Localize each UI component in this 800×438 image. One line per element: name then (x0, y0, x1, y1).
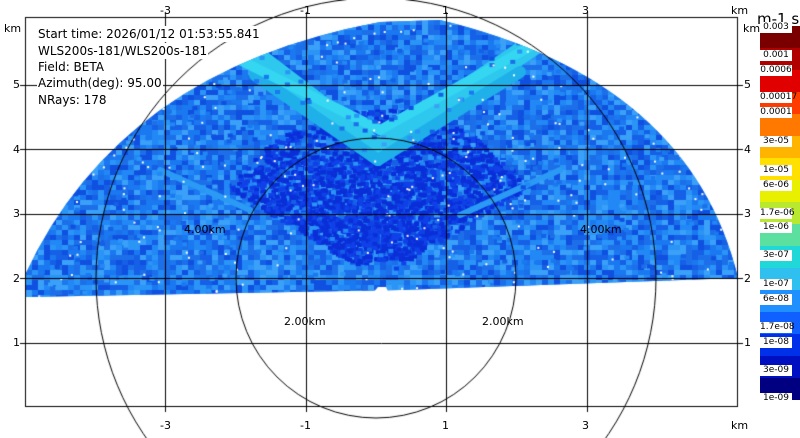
x-tick-bottom: 3 (582, 419, 589, 432)
ring-label-outer-right: 4.00km (580, 223, 622, 236)
colorbar-label: 3e-05 (760, 136, 792, 147)
x-unit-bottom: km (731, 419, 749, 432)
colorbar-label: 1e-06 (760, 222, 792, 233)
x-tick-top: 3 (582, 4, 589, 17)
colorbar-label: 1e-09 (760, 393, 792, 404)
y-unit-right: km (743, 22, 761, 35)
colorbar-label-top: 0.003 (760, 22, 792, 33)
x-tick-bottom: -3 (160, 419, 171, 432)
ring-label-outer-left: 4.00km (184, 223, 226, 236)
colorbar-label: 3e-09 (760, 365, 792, 376)
x-tick-bottom: 1 (442, 419, 449, 432)
ring-label-inner-right: 2.00km (482, 315, 524, 328)
colorbar-label: 1.7e-06 (760, 208, 795, 219)
colorbar-label: 0.00017 (760, 92, 798, 103)
y-tick-right: 5 (744, 78, 751, 91)
y-tick-right: 2 (744, 272, 751, 285)
x-tick-top: -1 (300, 4, 311, 17)
y-tick-right: 4 (744, 143, 751, 156)
colorbar-label: 0.001 (760, 50, 792, 61)
x-unit-top: km (731, 4, 749, 17)
x-tick-bottom: -1 (300, 419, 311, 432)
colorbar-label: 1e-07 (760, 279, 792, 290)
start-time-text: Start time: 2026/01/12 01:53:55.841 (37, 26, 261, 42)
colorbar-label: 1e-08 (760, 337, 792, 348)
field-text: Field: BETA (37, 59, 105, 75)
colorbar-label: 6e-08 (760, 294, 792, 305)
y-tick-right: 1 (744, 336, 751, 349)
y-tick-left: 2 (13, 272, 20, 285)
y-tick-right: 3 (744, 207, 751, 220)
colorbar-label: 1e-05 (760, 165, 792, 176)
nrays-text: NRays: 178 (37, 92, 108, 108)
colorbar-label: 3e-07 (760, 250, 792, 261)
x-tick-top: -3 (160, 4, 171, 17)
y-tick-left: 4 (13, 143, 20, 156)
colorbar-label: 1.7e-08 (760, 322, 795, 333)
colorbar-label: 0.0006 (760, 65, 792, 76)
colorbar-label: 6e-06 (760, 180, 792, 191)
colorbar-swatch (760, 114, 800, 137)
y-tick-left: 3 (13, 207, 20, 220)
ring-label-inner-left: 2.00km (284, 315, 326, 328)
colorbar-label: 0.0001 (760, 107, 792, 118)
y-tick-left: 1 (13, 336, 20, 349)
azimuth-text: Azimuth(deg): 95.00 (37, 75, 163, 91)
y-unit-left: km (4, 22, 22, 35)
x-tick-top: 1 (442, 4, 449, 17)
y-tick-left: 5 (13, 78, 20, 91)
instrument-text: WLS200s-181/WLS200s-181 (37, 43, 209, 59)
